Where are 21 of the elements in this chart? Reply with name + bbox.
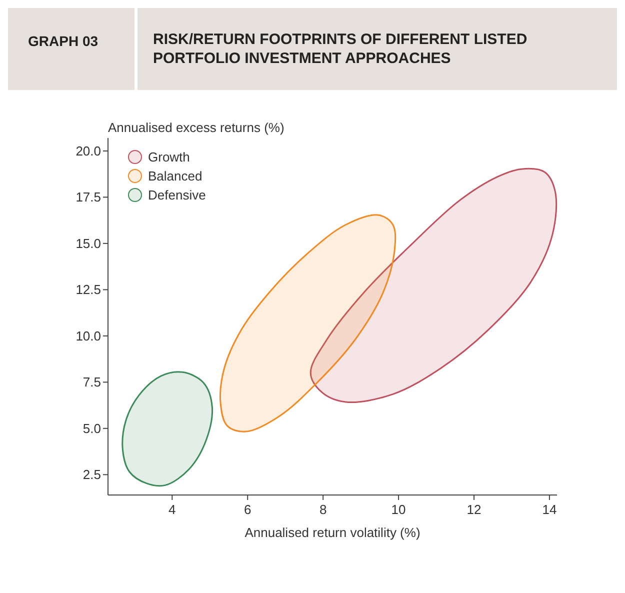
x-tick-label: 8 [319, 502, 327, 517]
y-tick-label: 2.5 [82, 467, 101, 482]
x-axis-title: Annualised return volatility (%) [244, 525, 420, 540]
x-tick-label: 14 [542, 502, 557, 517]
y-tick-label: 5.0 [82, 420, 101, 436]
y-tick-label: 7.5 [82, 374, 101, 390]
y-axis-title: Annualised excess returns (%) [108, 120, 284, 135]
y-tick-label: 17.5 [76, 190, 101, 205]
legend-label: Growth [148, 150, 190, 165]
x-tick-label: 12 [466, 502, 482, 517]
y-tick-label: 20.0 [76, 144, 101, 158]
y-tick-label: 15.0 [76, 236, 101, 251]
x-tick-label: 6 [244, 502, 252, 517]
legend-label: Balanced [148, 168, 202, 184]
y-tick-label: 12.5 [76, 282, 101, 298]
chart-title: RISK/RETURN FOOTPRINTS OF DIFFERENT LISTED PORTFOLIO INVESTMENT APPROACHES [153, 30, 528, 68]
x-tick-label: 10 [391, 502, 406, 517]
caption: GRAPH 03 [28, 33, 98, 49]
legend-label: Defensive [148, 188, 206, 203]
y-tick-label: 10.0 [76, 328, 101, 344]
x-tick-label: 4 [168, 502, 176, 517]
